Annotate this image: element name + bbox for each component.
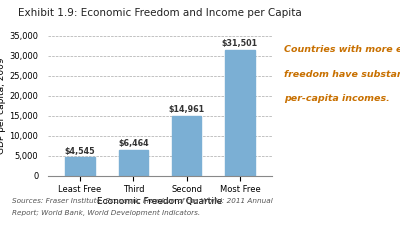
Text: $14,961: $14,961 [169,105,205,114]
Text: $6,464: $6,464 [118,139,149,148]
Text: Sources: Fraser Institute, Economic Freedom of the World: 2011 Annual: Sources: Fraser Institute, Economic Free… [12,198,273,204]
Text: per-capita incomes.: per-capita incomes. [284,94,390,104]
Bar [225,50,255,176]
Bar [65,157,95,176]
Bar [119,150,148,176]
Bar [172,116,201,176]
Text: Exhibit 1.9: Economic Freedom and Income per Capita: Exhibit 1.9: Economic Freedom and Income… [18,8,302,18]
Text: freedom have substantially higher: freedom have substantially higher [284,70,400,79]
Text: $4,545: $4,545 [65,147,95,156]
Text: $31,501: $31,501 [222,39,258,48]
Text: Countries with more economic: Countries with more economic [284,45,400,54]
Text: Report; World Bank, World Development Indicators.: Report; World Bank, World Development In… [12,210,200,216]
X-axis label: Economic Freedom Quartile: Economic Freedom Quartile [97,197,223,206]
Y-axis label: GDP per capita, 2009: GDP per capita, 2009 [0,57,6,154]
